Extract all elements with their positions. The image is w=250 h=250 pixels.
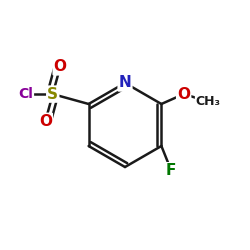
Text: O: O — [177, 86, 190, 102]
Text: O: O — [39, 114, 52, 129]
Text: F: F — [166, 163, 176, 178]
Text: Cl: Cl — [18, 87, 33, 101]
Text: S: S — [47, 86, 58, 102]
Text: N: N — [119, 76, 132, 90]
Text: O: O — [54, 60, 67, 74]
Text: CH₃: CH₃ — [196, 95, 221, 108]
